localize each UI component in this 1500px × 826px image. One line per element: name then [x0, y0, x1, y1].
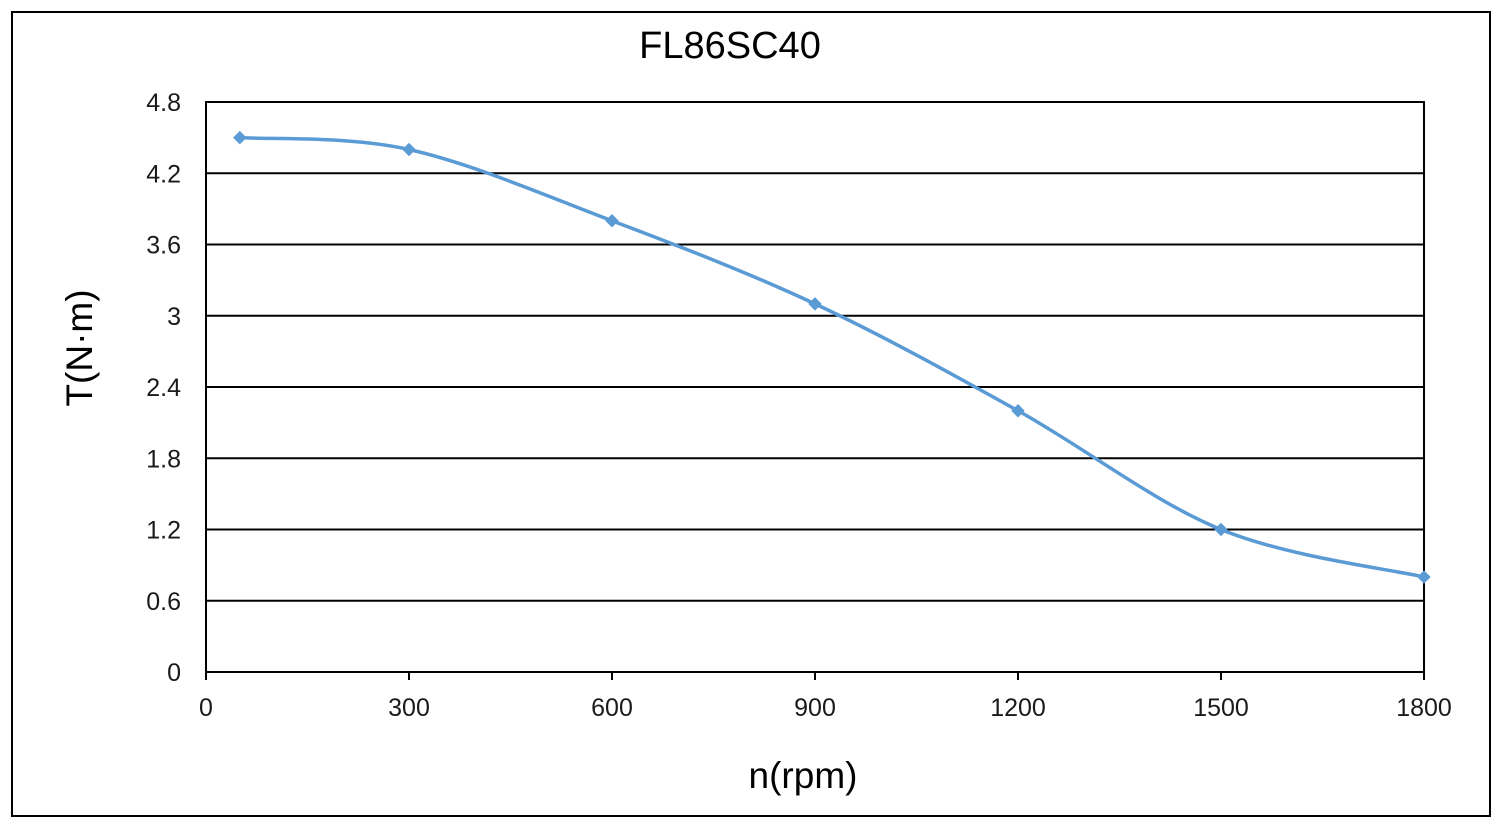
y-tick-label: 3.6 — [146, 232, 181, 260]
grid-lines — [206, 172, 1424, 602]
y-tick-label: 1.8 — [146, 445, 181, 473]
y-tick-label: 4.8 — [146, 89, 181, 117]
data-point-marker — [1417, 570, 1431, 584]
y-tick-label: 1.2 — [146, 517, 181, 545]
x-tick-label: 900 — [794, 694, 836, 722]
x-tick-labels: 0 300 600 900 1200 1500 1800 — [199, 672, 1452, 722]
chart-title: FL86SC40 — [639, 25, 821, 67]
data-point-marker — [1214, 522, 1228, 537]
y-axis-title: T(N·m) — [59, 289, 100, 406]
data-point-marker — [605, 214, 619, 228]
x-tick-label: 300 — [388, 694, 430, 722]
x-axis-title: n(rpm) — [749, 755, 858, 796]
series-layer — [233, 130, 1431, 584]
x-tick-label: 600 — [591, 694, 633, 722]
y-tick-label: 3 — [167, 303, 181, 331]
x-tick-label: 1200 — [990, 694, 1046, 722]
y-tick-labels: 0 0.6 1.2 1.8 2.4 3 3.6 4.2 4.8 — [146, 89, 181, 687]
y-tick-label: 4.2 — [146, 160, 181, 188]
data-point-marker — [233, 130, 247, 145]
x-tick-label: 1800 — [1396, 694, 1452, 722]
data-point-marker — [808, 297, 822, 311]
chart-frame — [11, 11, 1491, 817]
y-tick-label: 0 — [167, 659, 181, 687]
x-tick-label: 1500 — [1193, 694, 1249, 722]
x-tick-label: 0 — [199, 694, 213, 722]
data-point-marker — [402, 142, 416, 157]
y-tick-label: 0.6 — [146, 588, 181, 616]
y-tick-label: 2.4 — [146, 374, 181, 402]
data-point-marker — [1011, 404, 1025, 418]
